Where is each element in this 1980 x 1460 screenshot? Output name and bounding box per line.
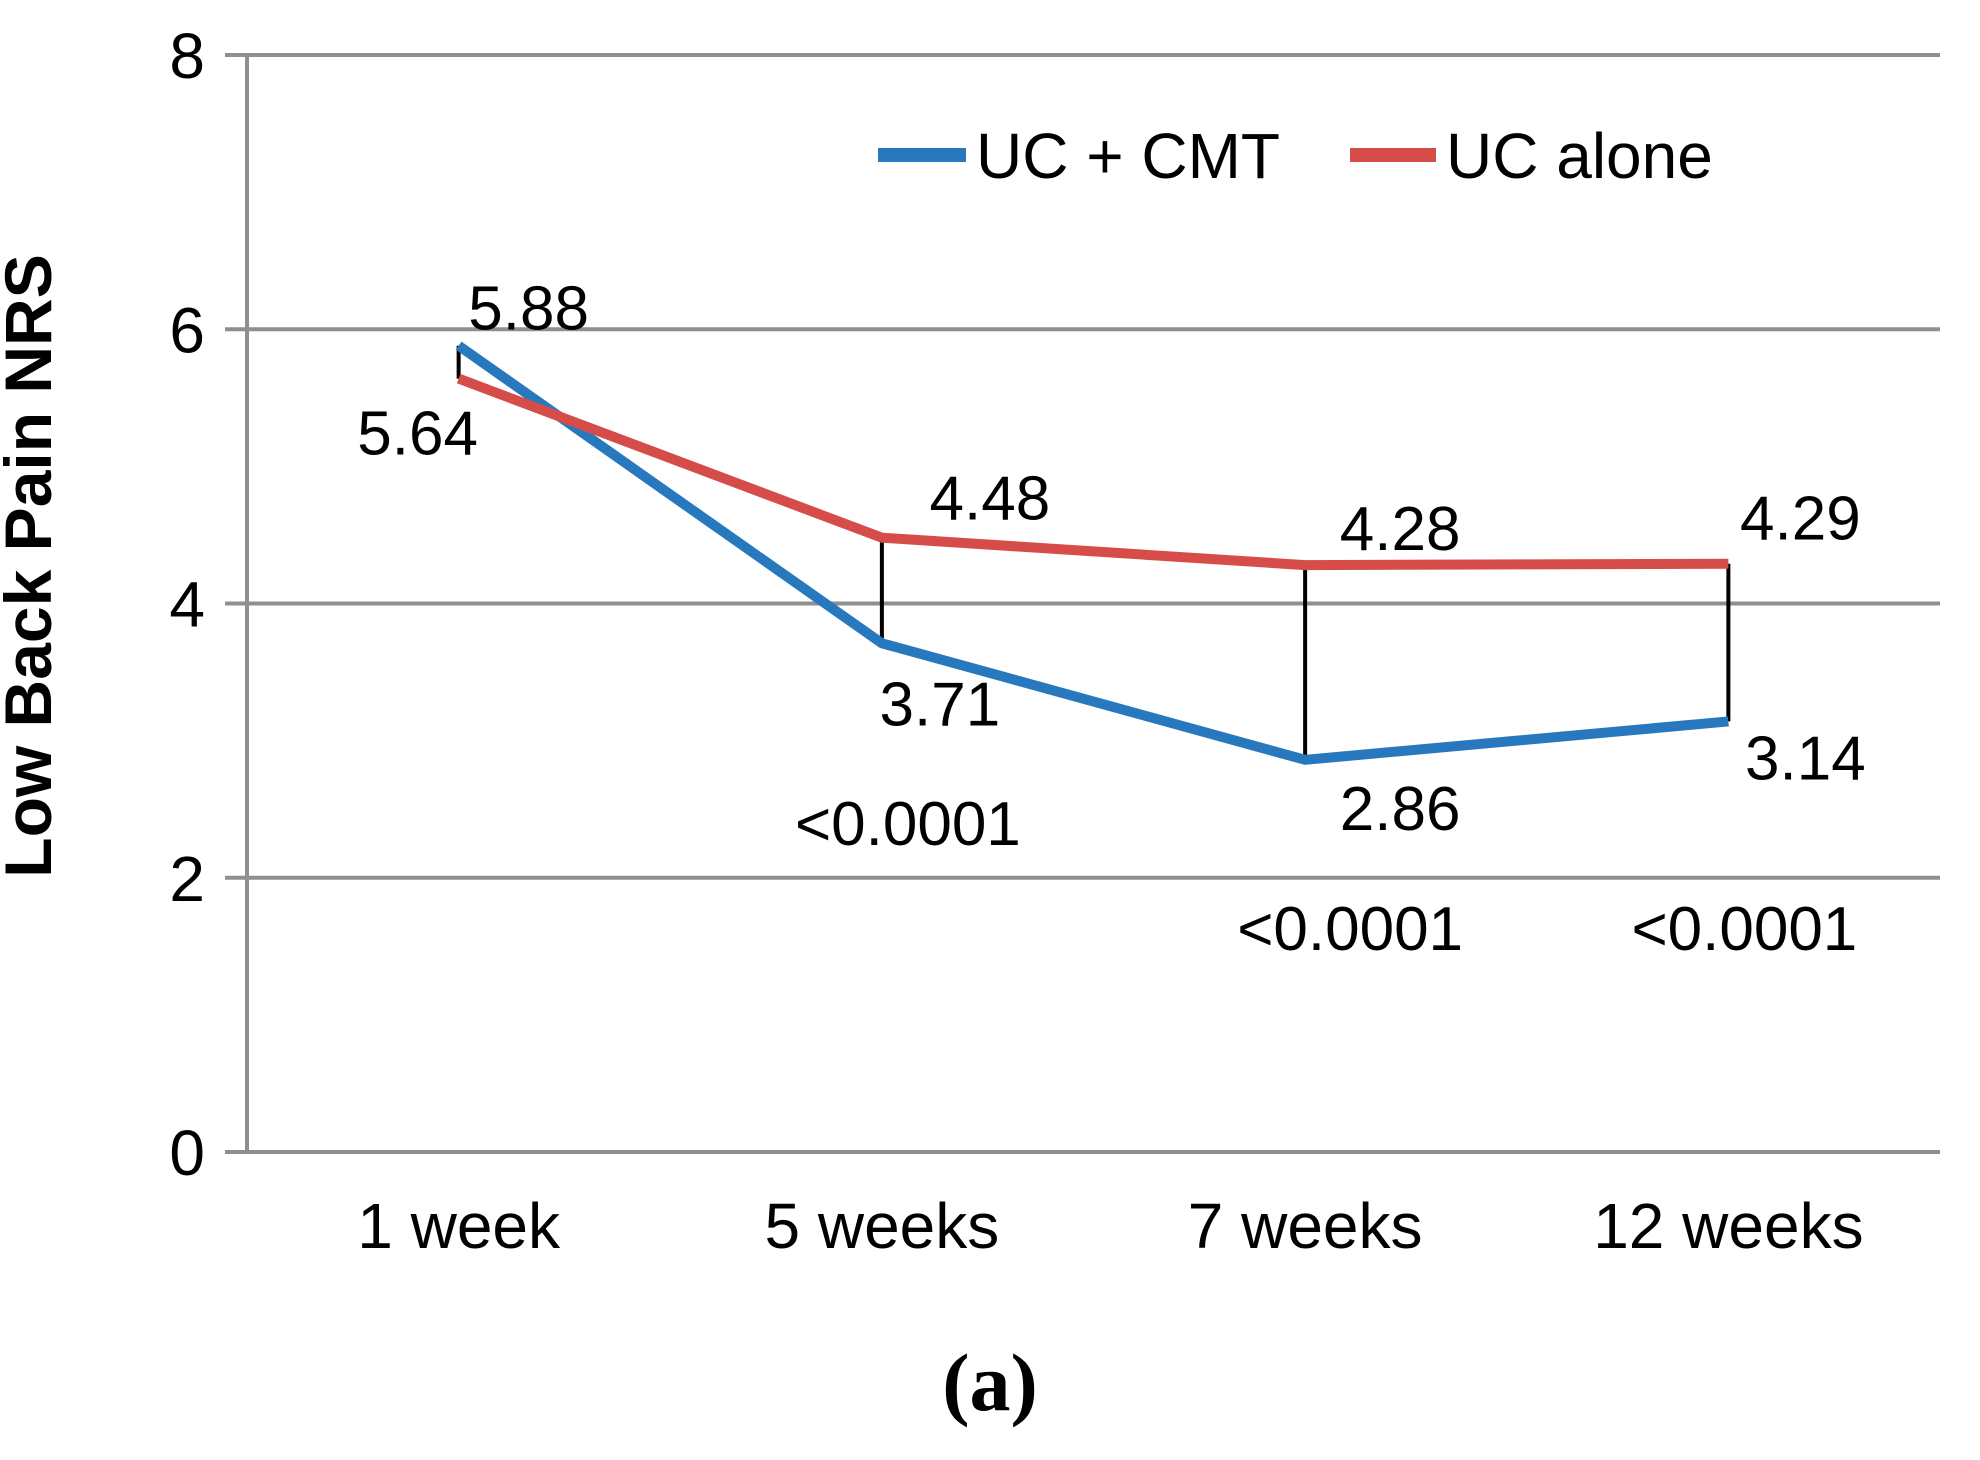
data-label-uc-alone-7-weeks: 4.28	[1340, 495, 1461, 564]
series-line-uc-alone	[456, 373, 1729, 571]
p-value-label-12-weeks: <0.0001	[1631, 895, 1857, 964]
p-value-label-7-weeks: <0.0001	[1237, 895, 1463, 964]
data-label-uc-cmt-12-weeks: 3.14	[1745, 724, 1866, 793]
data-label-uc-alone-5-weeks: 4.48	[930, 465, 1051, 534]
x-tick-label-5-weeks: 5 weeks	[764, 1190, 999, 1262]
legend-label-uc-alone: UC alone	[1446, 120, 1713, 192]
y-tick-label: 8	[169, 20, 205, 92]
figure-caption: (a)	[942, 1337, 1038, 1428]
y-tick-label: 0	[169, 1117, 205, 1189]
x-tick-label-12-weeks: 12 weeks	[1593, 1190, 1863, 1262]
p-value-label-5-weeks: <0.0001	[795, 790, 1021, 859]
line-chart: 8 6 4 2 0 5.88 3.71 2.86 3.14 5.64 4.48 4.28 4.29 <0.…	[0, 20, 1940, 1262]
x-tick-label-7-weeks: 7 weeks	[1188, 1190, 1423, 1262]
y-axis-title: Low Back Pain NRS	[0, 254, 65, 878]
data-label-uc-cmt-1-week: 5.88	[468, 275, 589, 344]
data-label-uc-cmt-5-weeks: 3.71	[880, 670, 1001, 739]
y-tick-label: 4	[169, 569, 205, 641]
data-label-uc-alone-1-week: 5.64	[357, 400, 478, 469]
data-label-uc-alone-12-weeks: 4.29	[1740, 485, 1861, 554]
data-label-uc-cmt-7-weeks: 2.86	[1340, 775, 1461, 844]
series-line-uc-cmt	[455, 341, 1729, 765]
y-tick-label: 6	[169, 294, 205, 366]
x-tick-label-1-week: 1 week	[357, 1190, 561, 1262]
legend-label-uc-cmt: UC + CMT	[976, 120, 1280, 192]
y-tick-label: 2	[169, 843, 205, 915]
